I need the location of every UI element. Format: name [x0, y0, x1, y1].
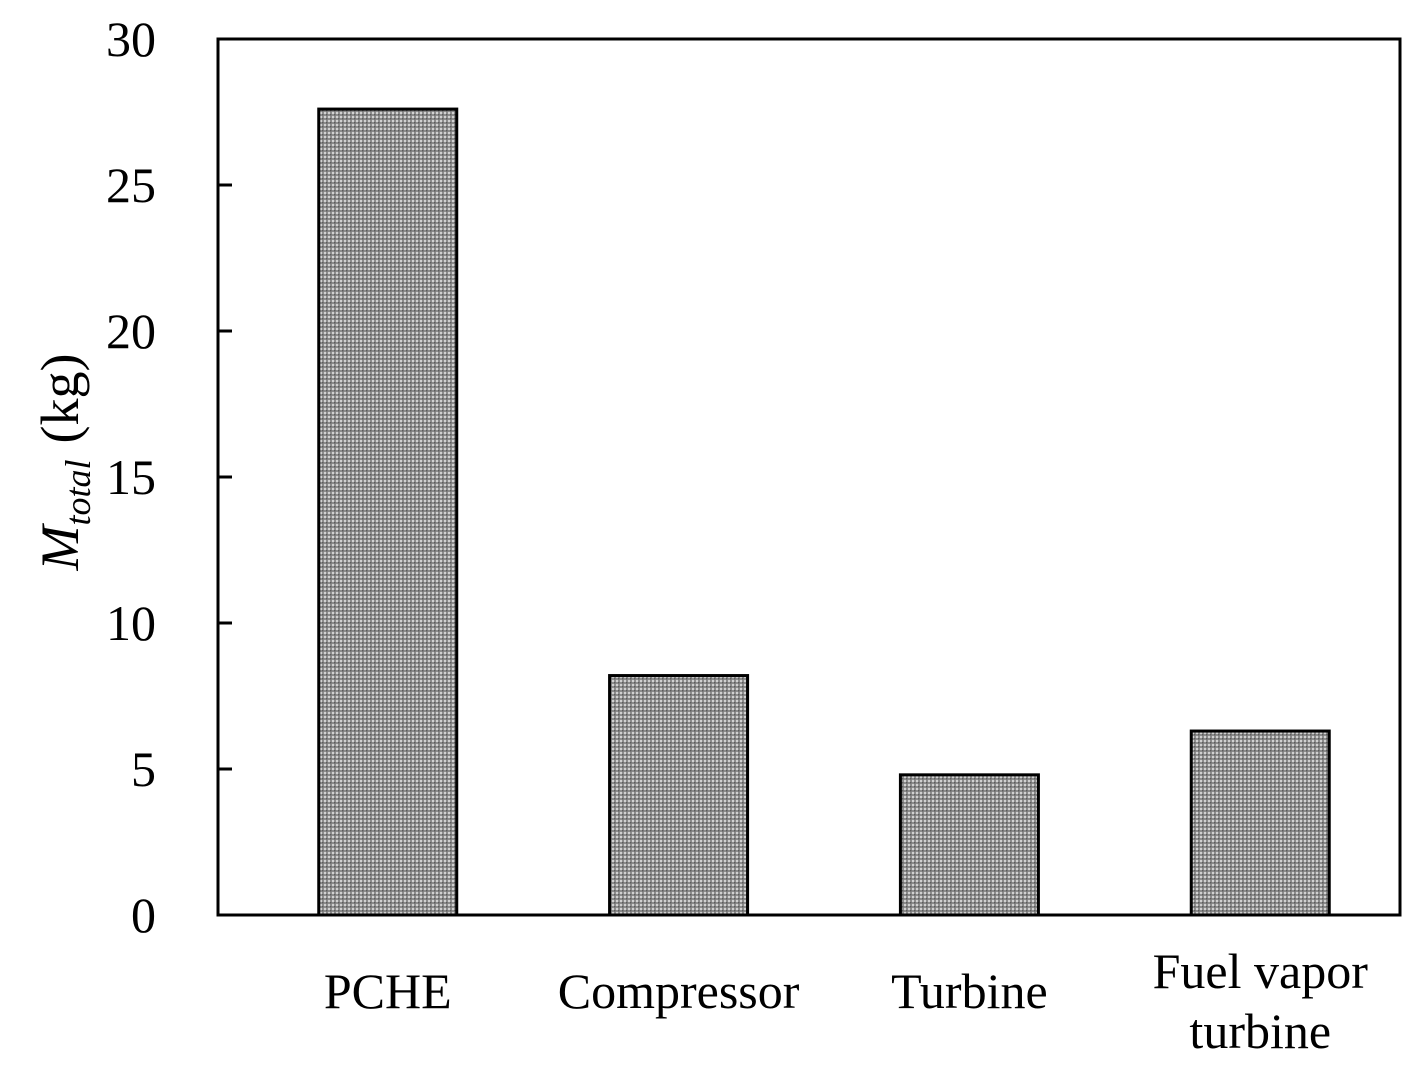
bar-pche — [317, 107, 459, 917]
bar-turbine — [898, 773, 1040, 917]
bar-compressor — [608, 674, 750, 917]
bars — [317, 107, 1331, 917]
bar-fuel-vapor-turbine — [1189, 729, 1331, 917]
y-axis-label: Mtotal (kg) — [30, 354, 98, 572]
x-tick-label: PCHE — [324, 963, 452, 1019]
x-tick-label-line: Compressor — [558, 963, 800, 1019]
y-axis-label-symbol: M — [30, 522, 90, 571]
y-axis: 0 5 10 15 20 25 30 — [106, 11, 232, 943]
x-tick-label: Turbine — [891, 963, 1048, 1019]
x-tick-label-line: PCHE — [324, 963, 452, 1019]
y-tick-label: 30 — [106, 11, 156, 67]
x-tick-label: Compressor — [558, 963, 800, 1019]
y-tick-label: 10 — [106, 595, 156, 651]
x-tick-label-line: Fuel vapor — [1153, 943, 1369, 999]
y-tick-label: 15 — [106, 449, 156, 505]
x-tick-label-line: Turbine — [891, 963, 1048, 1019]
y-tick-label: 25 — [106, 157, 156, 213]
x-tick-label-line: turbine — [1189, 1003, 1331, 1059]
x-tick-label: Fuel vapor turbine — [1153, 943, 1369, 1059]
y-axis-label-unit: (kg) — [30, 354, 90, 444]
x-axis-labels: PCHE Compressor Turbine Fuel vapor turbine — [324, 943, 1368, 1059]
y-axis-label-subscript: total — [58, 459, 98, 525]
y-tick-label: 0 — [131, 887, 156, 943]
y-tick-label: 5 — [131, 741, 156, 797]
y-tick-label: 20 — [106, 303, 156, 359]
